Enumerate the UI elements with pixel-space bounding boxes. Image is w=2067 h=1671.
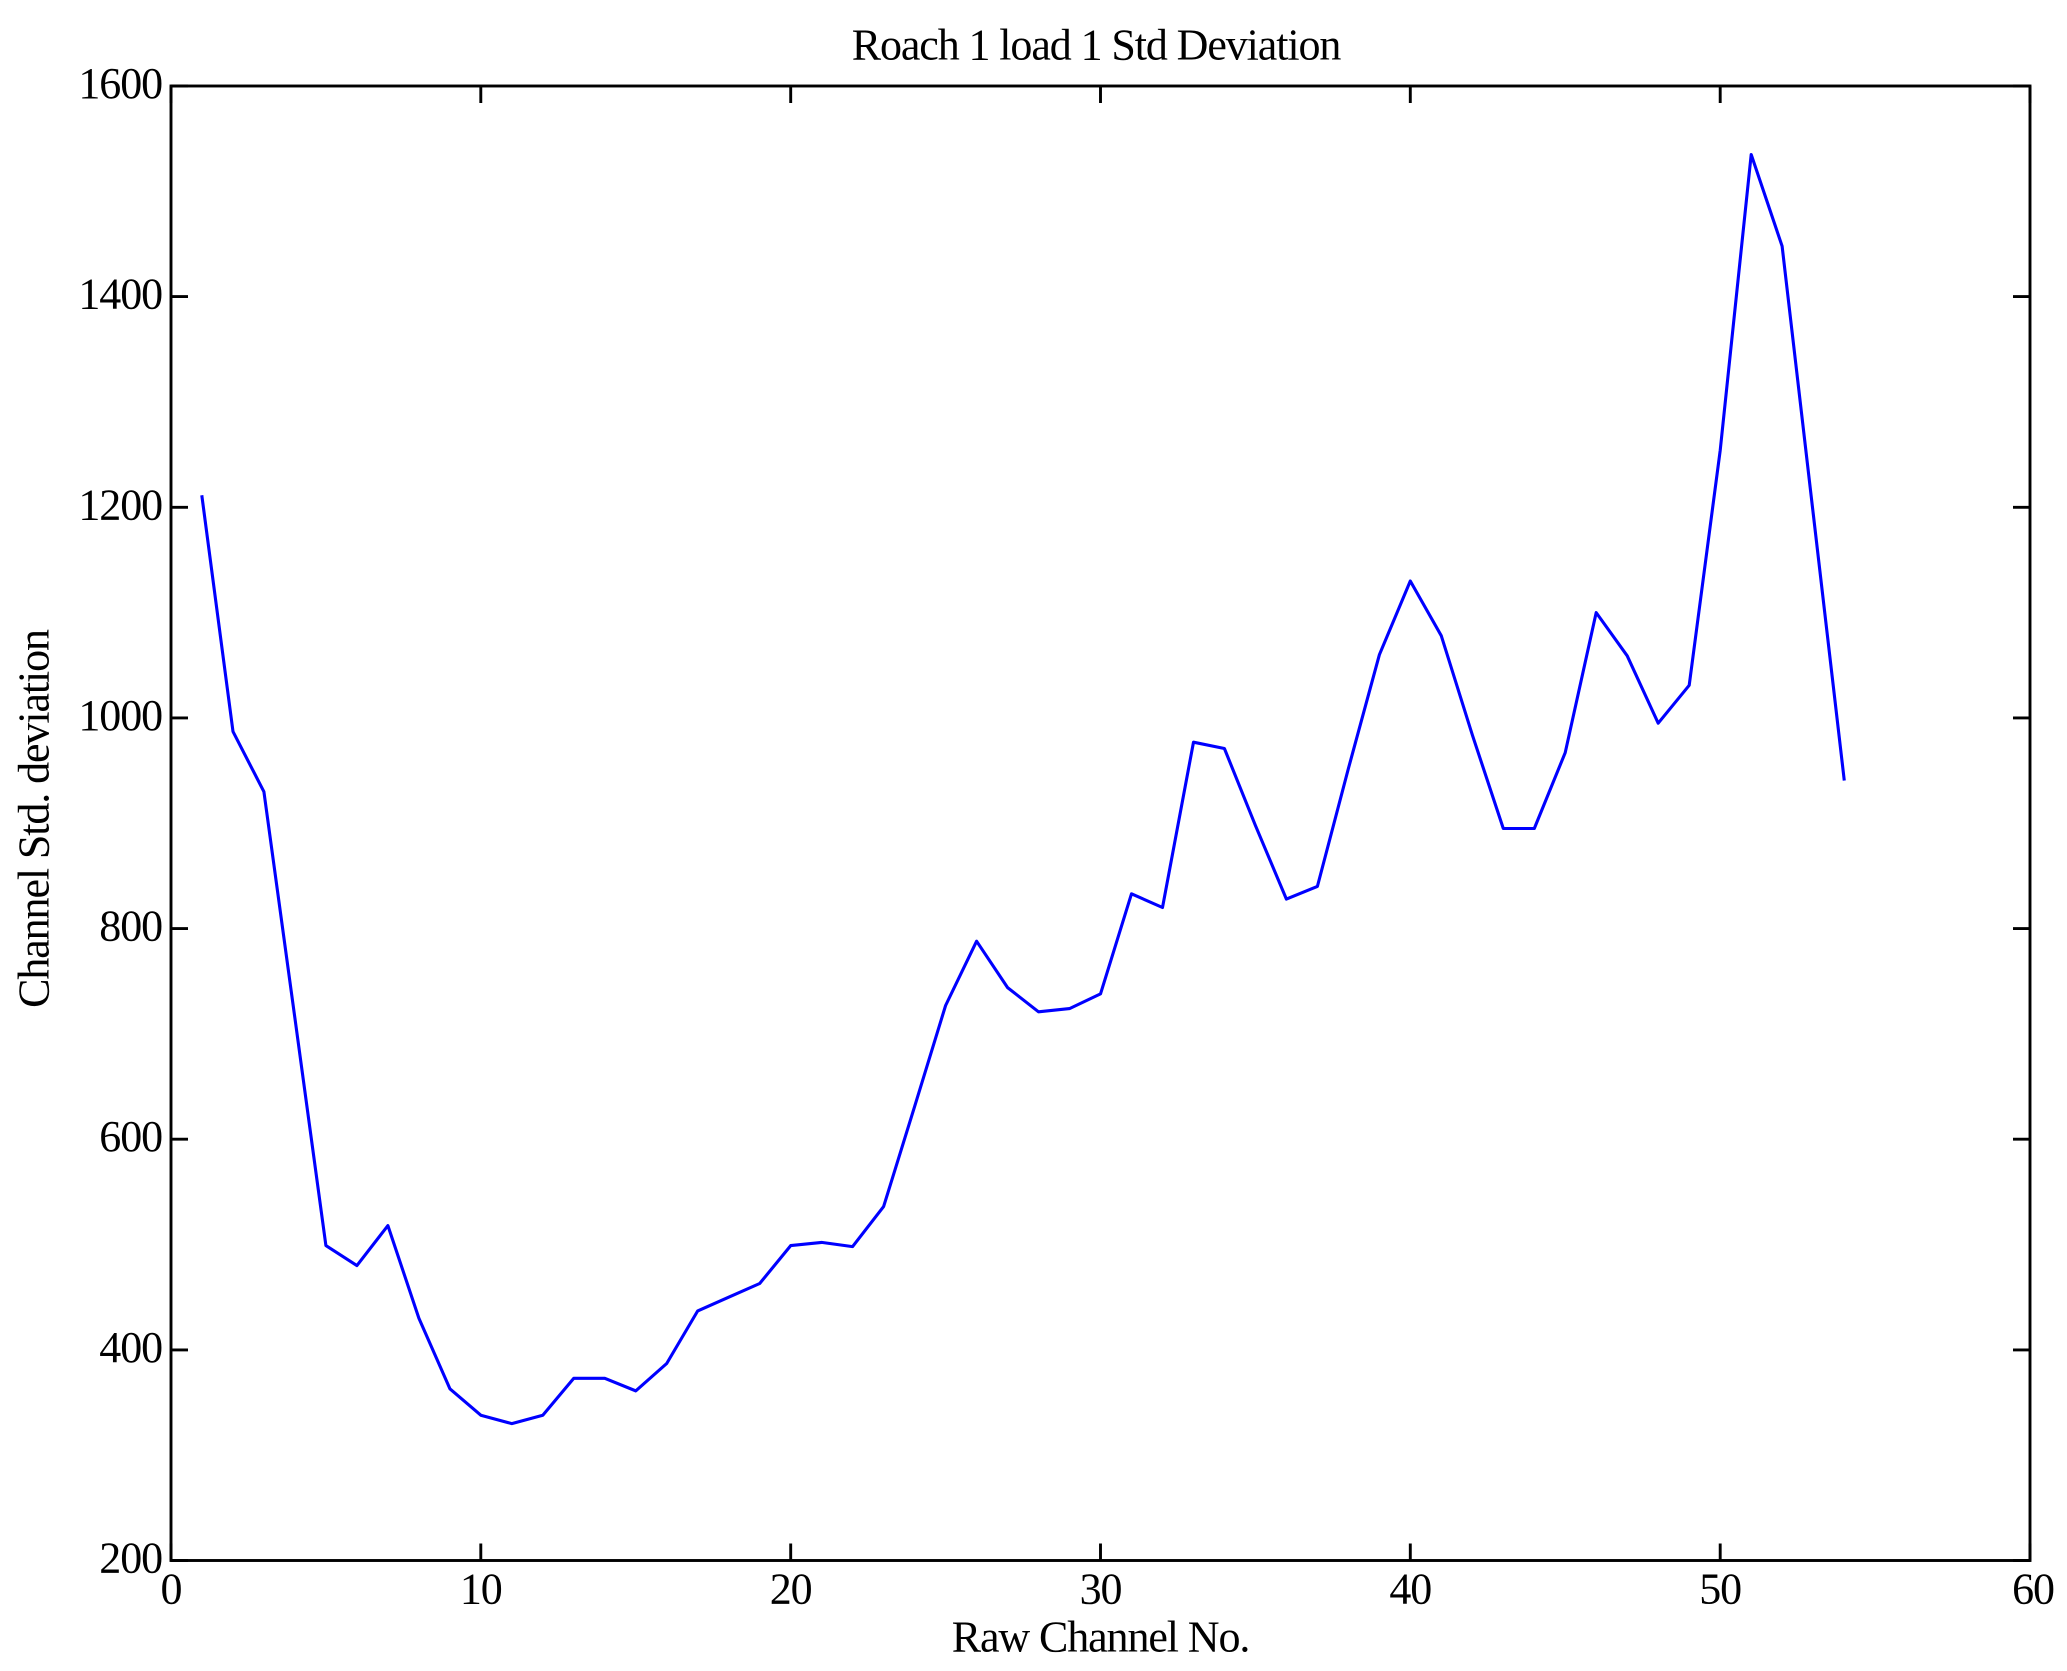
svg-text:200: 200 <box>99 1534 162 1583</box>
svg-text:0: 0 <box>161 1565 182 1614</box>
svg-text:600: 600 <box>99 1112 162 1161</box>
svg-text:Roach 1 load 1 Std Deviation: Roach 1 load 1 Std Deviation <box>852 20 1342 69</box>
svg-text:10: 10 <box>460 1565 502 1614</box>
svg-text:30: 30 <box>1080 1565 1122 1614</box>
svg-text:400: 400 <box>99 1323 162 1372</box>
svg-text:Raw Channel No.: Raw Channel No. <box>952 1613 1250 1662</box>
svg-text:50: 50 <box>1699 1565 1741 1614</box>
svg-text:1200: 1200 <box>78 480 162 529</box>
svg-text:60: 60 <box>2012 1565 2054 1614</box>
svg-text:1600: 1600 <box>78 59 162 108</box>
svg-text:800: 800 <box>99 902 162 951</box>
svg-text:1400: 1400 <box>78 270 162 319</box>
svg-text:1000: 1000 <box>78 691 162 740</box>
svg-text:20: 20 <box>770 1565 812 1614</box>
svg-text:40: 40 <box>1389 1565 1431 1614</box>
svg-text:Channel Std. deviation: Channel Std. deviation <box>10 629 59 1008</box>
